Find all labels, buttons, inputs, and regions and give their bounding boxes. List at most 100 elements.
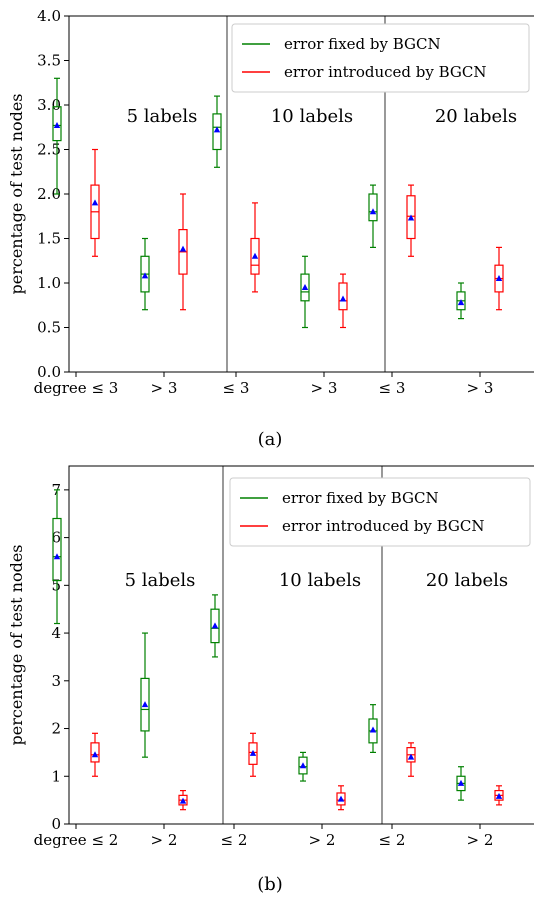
box-iqr (140, 677, 150, 732)
mean-marker (179, 797, 187, 804)
box-iqr (406, 195, 416, 240)
box-introduced (406, 184, 416, 257)
y-tick-label: 6 (51, 529, 61, 547)
x-tick-label: > 3 (467, 379, 494, 397)
mean-marker (213, 126, 221, 133)
box-iqr (52, 106, 62, 142)
box-fixed (52, 489, 62, 625)
legend-label: error fixed by BGCN (282, 489, 439, 507)
y-tick-label: 3.5 (37, 52, 61, 70)
y-axis-title: percentage of test nodes (7, 94, 26, 295)
legend-box (231, 23, 530, 93)
group-label: 20 labels (435, 106, 517, 127)
box-fixed (52, 77, 62, 195)
mean-marker (249, 749, 257, 756)
box-iqr (250, 237, 260, 275)
mean-marker (457, 299, 465, 306)
mean-marker (407, 214, 415, 221)
box-fixed (300, 255, 310, 329)
mean-marker (495, 792, 503, 799)
chart-a: 0.0 0.5 1.0 1.5 2.0 2.5 3.0 3.5 4.0 percentage of… (7, 7, 534, 397)
box-fixed (368, 184, 378, 248)
mean-marker (211, 622, 219, 629)
mean-marker (53, 553, 61, 560)
group-label: 20 labels (426, 570, 508, 591)
x-tick-label: > 3 (311, 379, 338, 397)
y-tick-label: 1 (51, 767, 61, 785)
mean-marker (457, 779, 465, 786)
box-fixed (368, 704, 378, 754)
mean-marker (339, 295, 347, 302)
x-tick-label: degree ≤ 2 (34, 831, 119, 849)
mean-marker (91, 751, 99, 758)
legend-label: error introduced by BGCN (282, 517, 485, 535)
x-tick-label: > 2 (151, 831, 178, 849)
mean-marker (369, 208, 377, 215)
box-introduced (250, 202, 260, 293)
y-tick-label: 4 (51, 624, 61, 642)
box-iqr (338, 282, 348, 311)
box-introduced (406, 742, 416, 777)
box-introduced (494, 785, 504, 806)
mean-marker (369, 726, 377, 733)
mean-marker (251, 252, 259, 259)
box-introduced (336, 785, 346, 811)
x-tick-label: ≤ 2 (221, 831, 248, 849)
legend-label: error fixed by BGCN (284, 35, 441, 53)
mean-marker (299, 762, 307, 769)
mean-marker (495, 275, 503, 282)
box-introduced (178, 789, 188, 811)
group-label: 10 labels (279, 570, 361, 591)
box-iqr (212, 113, 222, 151)
box-introduced (338, 273, 348, 329)
mean-marker (301, 283, 309, 290)
y-tick-label: 3.0 (37, 96, 61, 114)
legend: error fixed by BGCN error introduced by B… (229, 477, 531, 547)
mean-marker (407, 753, 415, 760)
group-label: 5 labels (125, 570, 196, 591)
box-iqr (336, 792, 346, 806)
caption-b: (b) (257, 874, 283, 895)
box-iqr (52, 517, 62, 582)
y-tick-label: 1.5 (37, 230, 61, 248)
y-tick-label: 4.0 (37, 7, 61, 25)
box-fixed (140, 237, 150, 311)
mean-marker (179, 245, 187, 252)
y-tick-label: 2.5 (37, 141, 61, 159)
plot-frame (68, 465, 534, 825)
box-iqr (300, 273, 310, 302)
legend-box (229, 477, 531, 547)
x-tick-label: > 2 (309, 831, 336, 849)
box-fixed (212, 95, 222, 168)
y-tick-label: 2.0 (37, 185, 61, 203)
caption-a: (a) (258, 429, 283, 450)
box-fixed (140, 632, 150, 758)
legend: error fixed by BGCN error introduced by B… (231, 23, 530, 93)
box-fixed (210, 594, 220, 658)
x-tick-label: degree ≤ 3 (34, 379, 119, 397)
group-label: 10 labels (271, 106, 353, 127)
group-label: 5 labels (127, 106, 198, 127)
legend-label: error introduced by BGCN (284, 63, 487, 81)
y-tick-label: 0 (51, 815, 61, 833)
mean-marker (141, 701, 149, 708)
box-iqr (368, 193, 378, 222)
x-tick-label: ≤ 2 (379, 831, 406, 849)
box-iqr (298, 756, 308, 775)
x-tick-label: ≤ 3 (223, 379, 250, 397)
y-tick-label: 2 (51, 720, 61, 738)
y-tick-label: 5 (51, 576, 61, 594)
box-introduced (178, 193, 188, 311)
y-tick-label: 0.0 (37, 363, 61, 381)
mean-marker (141, 272, 149, 279)
mean-marker (91, 199, 99, 206)
box-fixed (298, 751, 308, 782)
box-fixed (456, 766, 466, 801)
mean-marker (337, 795, 345, 802)
y-tick-label: 0.5 (37, 319, 61, 337)
box-fixed (456, 282, 466, 320)
box-introduced (90, 148, 100, 257)
